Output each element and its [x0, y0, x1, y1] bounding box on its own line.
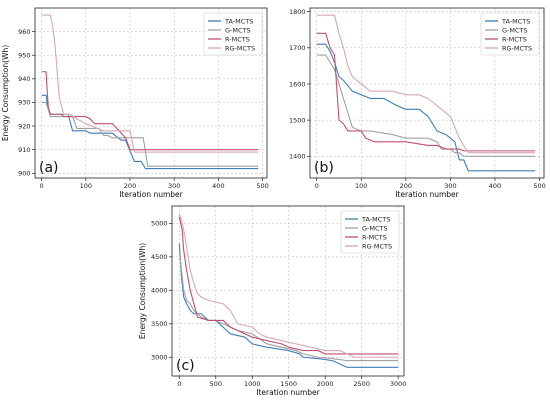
series-line-ta-mcts	[178, 243, 399, 368]
y-tick-label: 4000	[151, 287, 168, 295]
y-tick-label: 1400	[289, 153, 306, 161]
y-tick-label: 960	[18, 28, 30, 36]
x-tick-label: 400	[212, 182, 224, 190]
series-line-r-mcts	[178, 216, 399, 355]
x-tick-label: 300	[444, 182, 456, 190]
y-tick-label: 950	[18, 52, 30, 60]
legend-box	[340, 210, 400, 254]
x-tick-label: 200	[124, 182, 136, 190]
chart-panel-1: 0 100 200 300 400 500 1400 1500 1600 1700 1800 Iter…	[289, 7, 546, 199]
legend-label-r-mcts: R-MCTS	[502, 35, 527, 43]
series-line-rg-mcts	[41, 14, 259, 153]
x-tick-label: 500	[256, 182, 268, 190]
series-line-ta-mcts	[316, 43, 536, 172]
series-line-r-mcts	[316, 32, 536, 152]
y-tick-label: 1600	[289, 80, 306, 88]
x-tick-label: 1000	[244, 380, 261, 388]
y-tick-label: 940	[18, 75, 30, 83]
x-tick-label: 500	[533, 182, 545, 190]
x-axis-label: Iteration number	[256, 388, 320, 397]
x-tick-label: 200	[400, 182, 412, 190]
axes-frame	[34, 7, 268, 179]
legend-label-ta-mcts: TA-MCTS	[224, 17, 253, 25]
series-line-ta-mcts	[41, 94, 259, 170]
x-tick-label: 300	[168, 182, 180, 190]
series-line-rg-mcts	[178, 213, 399, 358]
legend-label-rg-mcts: RG-MCTS	[225, 44, 255, 52]
y-tick-label: 900	[18, 170, 30, 178]
y-axis-label: Energy Consumption(Wh)	[1, 45, 10, 141]
x-tick-label: 3000	[390, 380, 407, 388]
panel-label: (b)	[314, 160, 334, 176]
y-tick-label: 3000	[151, 354, 168, 362]
y-tick-label: 5000	[151, 220, 168, 228]
x-axis-label: Iteration number	[395, 190, 459, 199]
x-tick-label: 100	[80, 182, 92, 190]
series-line-g-mcts	[41, 101, 259, 167]
series-line-rg-mcts	[316, 14, 536, 154]
y-tick-label: 1800	[289, 8, 306, 16]
legend-box	[480, 12, 540, 56]
axes-frame	[309, 7, 545, 179]
legend-label-g-mcts: G-MCTS	[502, 26, 528, 34]
y-axis-label: Energy Consumption(Wh)	[138, 243, 147, 339]
legend-label-ta-mcts: TA-MCTS	[361, 215, 390, 223]
legend-label-ta-mcts: TA-MCTS	[501, 17, 530, 25]
y-tick-label: 1500	[289, 116, 306, 124]
y-tick-label: 4500	[151, 253, 168, 261]
legend-label-r-mcts: R-MCTS	[362, 233, 387, 241]
legend-box	[203, 12, 263, 56]
legend-label-rg-mcts: RG-MCTS	[362, 242, 392, 250]
x-tick-label: 0	[315, 182, 319, 190]
x-tick-label: 100	[355, 182, 367, 190]
y-tick-label: 3500	[151, 320, 168, 328]
x-tick-label: 0	[40, 182, 44, 190]
legend-label-rg-mcts: RG-MCTS	[502, 44, 532, 52]
panel-label: (a)	[39, 160, 59, 176]
legend-label-g-mcts: G-MCTS	[362, 224, 388, 232]
x-tick-label: 2000	[317, 380, 334, 388]
y-tick-label: 910	[18, 146, 30, 154]
y-tick-label: 930	[18, 99, 30, 107]
series-line-r-mcts	[41, 71, 259, 151]
axes-frame	[171, 205, 405, 377]
x-axis-label: Iteration number	[119, 190, 183, 199]
chart-panel-0: 0 100 200 300 400 500 900 910 920 930 940 950 960 Ite…	[1, 7, 269, 199]
chart-panel-2: 0 500 1000 1500 2000 2500 3000 3000 3500 4000 4500…	[138, 205, 407, 397]
y-tick-label: 1700	[289, 44, 306, 52]
x-tick-label: 0	[177, 380, 181, 388]
x-tick-label: 400	[489, 182, 501, 190]
y-tick-label: 920	[18, 122, 30, 130]
legend-label-g-mcts: G-MCTS	[225, 26, 251, 34]
legend-label-r-mcts: R-MCTS	[225, 35, 250, 43]
x-tick-label: 2500	[353, 380, 370, 388]
x-tick-label: 1500	[280, 380, 297, 388]
panel-label: (c)	[176, 358, 195, 374]
x-tick-label: 500	[210, 380, 222, 388]
